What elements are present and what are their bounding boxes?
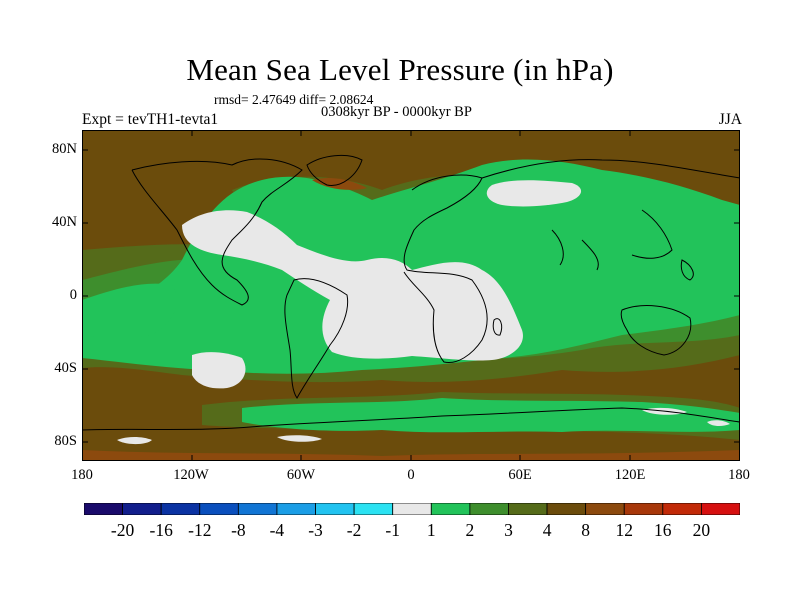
colorbar-label: 20 xyxy=(692,520,711,540)
field-low-pacific xyxy=(192,352,246,389)
colorbar-label: -4 xyxy=(269,520,285,540)
colorbar-swatch xyxy=(701,503,740,515)
colorbar-label: -20 xyxy=(110,520,135,540)
colorbar-label: -8 xyxy=(231,520,246,540)
colorbar-swatch xyxy=(508,503,548,515)
colorbar-label: -2 xyxy=(346,520,362,540)
colorbar-label: 8 xyxy=(581,520,590,540)
colorbar-swatch xyxy=(430,503,471,515)
colorbar-swatch xyxy=(199,503,239,515)
lat-label: 0 xyxy=(69,287,77,303)
colorbar-label: 4 xyxy=(542,520,552,540)
chart-title: Mean Sea Level Pressure (in hPa) xyxy=(186,52,614,87)
lat-label: 40N xyxy=(52,214,77,230)
lon-label: 60E xyxy=(508,467,532,483)
lon-label: 60W xyxy=(286,467,316,483)
season-label: JJA xyxy=(718,111,742,128)
colorbar-swatch xyxy=(585,503,625,515)
lon-label: 0 xyxy=(407,467,415,483)
axis-ticks xyxy=(82,130,740,461)
lat-label: 80S xyxy=(54,433,77,449)
colorbar-label: -3 xyxy=(308,520,323,540)
lon-label: 120E xyxy=(614,467,646,483)
colorbar-swatch xyxy=(237,503,278,515)
colorbar-swatch xyxy=(469,503,509,515)
lon-label: 120W xyxy=(173,467,209,483)
colorbar-swatch xyxy=(392,503,432,515)
field-band-1-2-south xyxy=(242,398,740,433)
field-low-antarctic-4 xyxy=(707,420,730,427)
colorbar-swatch xyxy=(84,503,123,515)
colorbar-label: 16 xyxy=(654,520,672,540)
colorbar-swatch xyxy=(662,503,702,515)
colorbar-swatch xyxy=(623,503,664,515)
field-low-atlantic xyxy=(182,210,523,361)
colorbar-label: 12 xyxy=(615,520,633,540)
coastlines xyxy=(82,154,740,431)
field-low-antarctic-1 xyxy=(117,437,152,445)
colorbar-swatch xyxy=(122,503,162,515)
lon-label: 180 xyxy=(728,467,750,483)
colorbar-label: 3 xyxy=(504,520,513,540)
lon-label: 180 xyxy=(71,467,93,483)
colorbar-swatch xyxy=(546,503,587,515)
colorbar-label: -16 xyxy=(149,520,173,540)
period-line: 0308kyr BP - 0000kyr BP xyxy=(321,104,472,120)
colorbar xyxy=(84,503,740,515)
colorbar-swatch xyxy=(160,503,201,515)
colorbar-swatch xyxy=(353,503,394,515)
experiment-label: Expt = tevTH1-tevta1 xyxy=(82,111,219,128)
colorbar-label: 1 xyxy=(426,520,436,540)
field-low-arabian xyxy=(486,180,582,207)
field-band-1-2-west xyxy=(82,283,177,339)
colorbar-label: -1 xyxy=(385,520,400,540)
colorbar-swatch xyxy=(315,503,355,515)
colorbar-swatch xyxy=(276,503,316,515)
pressure-map xyxy=(82,130,740,461)
colorbar-label: -12 xyxy=(188,520,212,540)
lat-label: 40S xyxy=(54,360,77,376)
stats-line: rmsd= 2.47649 diff= 2.08624 xyxy=(214,92,374,107)
lat-label: 80N xyxy=(52,141,77,157)
field-low-antarctic-2 xyxy=(277,435,322,442)
colorbar-label: 2 xyxy=(465,520,475,540)
